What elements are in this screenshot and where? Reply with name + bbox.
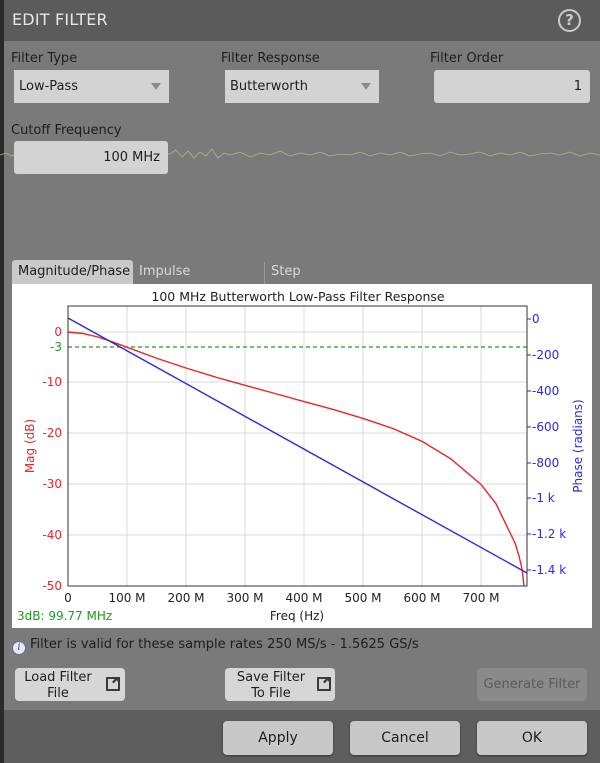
y-axis-left-label: Mag (dB): [23, 419, 37, 473]
info-icon: i: [12, 641, 26, 655]
chart-svg: 100 MHz Butterworth Low-Pass Filter Resp…: [17, 289, 585, 623]
question-circle-icon[interactable]: ?: [558, 9, 581, 32]
svg-text:0: 0: [54, 325, 62, 339]
apply-button[interactable]: Apply: [223, 721, 333, 755]
generate-filter-button[interactable]: Generate Filter: [477, 668, 587, 701]
svg-text:-3: -3: [50, 340, 62, 354]
cancel-button[interactable]: Cancel: [350, 721, 460, 755]
chart-title: 100 MHz Butterworth Low-Pass Filter Resp…: [151, 289, 445, 304]
svg-text:300 M: 300 M: [226, 591, 263, 605]
load-filter-file-button[interactable]: Load Filter File: [15, 668, 125, 701]
chevron-down-icon: [361, 83, 371, 90]
filter-type-dropdown[interactable]: Low-Pass: [14, 70, 169, 103]
filter-response-label: Filter Response: [221, 51, 320, 66]
save-filter-to-file-button[interactable]: Save Filter To File: [225, 668, 335, 701]
svg-text:-1.2 k: -1.2 k: [532, 527, 566, 541]
svg-text:-50: -50: [42, 579, 62, 593]
svg-text:-10: -10: [42, 375, 62, 389]
background-waveform: [0, 148, 600, 159]
cutoff-annotation: 3dB: 99.77 MHz: [17, 609, 112, 623]
tab-magnitude-phase[interactable]: Magnitude/Phase: [12, 260, 133, 284]
svg-text:400 M: 400 M: [285, 591, 322, 605]
magnitude-curve: [67, 331, 525, 587]
svg-text:-400: -400: [532, 384, 559, 398]
left-axis-ticks: 0 -3 -10 -20 -30 -40 -50: [42, 325, 62, 593]
svg-text:-1 k: -1 k: [532, 491, 555, 505]
svg-text:100 M: 100 M: [108, 591, 145, 605]
sample-rate-info-text: Filter is valid for these sample rates 2…: [30, 637, 419, 652]
filter-type-label: Filter Type: [11, 51, 78, 66]
svg-text:-1.4 k: -1.4 k: [532, 563, 566, 577]
cutoff-frequency-input[interactable]: 100 MHz: [14, 141, 168, 174]
plot-frame: [67, 305, 528, 587]
filter-order-input[interactable]: 1: [434, 70, 590, 103]
right-axis-tick-marks: [527, 318, 531, 571]
filter-type-value: Low-Pass: [19, 79, 79, 94]
svg-text:-30: -30: [42, 477, 62, 491]
svg-text:600 M: 600 M: [403, 591, 440, 605]
svg-text:0: 0: [532, 312, 540, 326]
svg-text:-20: -20: [42, 426, 62, 440]
svg-text:700 M: 700 M: [462, 591, 499, 605]
grid: [68, 306, 527, 586]
x-axis-label: Freq (Hz): [270, 609, 324, 623]
svg-text:500 M: 500 M: [344, 591, 381, 605]
filter-order-label: Filter Order: [430, 51, 504, 66]
tab-impulse-response[interactable]: Impulse Response: [139, 264, 201, 303]
svg-text:-40: -40: [42, 528, 62, 542]
svg-text:200 M: 200 M: [167, 591, 204, 605]
phase-line: [67, 317, 528, 574]
save-filter-label-line1: Save Filter: [236, 670, 306, 685]
save-filter-label-line2: To File: [251, 686, 291, 701]
y-axis-right-label: Phase (radians): [571, 399, 585, 492]
tab-step-response[interactable]: Step Response: [271, 264, 333, 303]
external-link-icon: [106, 677, 120, 691]
filter-response-value: Butterworth: [230, 79, 308, 94]
sample-rate-info: i Filter is valid for these sample rates …: [12, 637, 419, 655]
load-filter-label-line2: File: [47, 686, 69, 701]
dialog-title: EDIT FILTER: [12, 10, 108, 29]
chevron-down-icon: [151, 83, 161, 90]
filter-response-chart: 100 MHz Butterworth Low-Pass Filter Resp…: [12, 284, 592, 628]
svg-text:-200: -200: [532, 348, 559, 362]
svg-text:0: 0: [64, 591, 72, 605]
cutoff-frequency-label: Cutoff Frequency: [11, 123, 122, 138]
external-link-icon: [317, 677, 331, 691]
right-axis-ticks: 0 -200 -400 -600 -800 -1 k -1.2 k -1.4 k: [532, 312, 566, 577]
filter-response-dropdown[interactable]: Butterworth: [225, 70, 379, 103]
ok-button[interactable]: OK: [477, 721, 587, 755]
load-filter-label-line1: Load Filter: [24, 670, 92, 685]
tab-divider: [264, 262, 265, 284]
title-bar: EDIT FILTER ?: [4, 0, 600, 41]
svg-text:-600: -600: [532, 420, 559, 434]
x-axis-ticks: 0 100 M 200 M 300 M 400 M 500 M 600 M 70…: [64, 591, 499, 605]
svg-text:-800: -800: [532, 456, 559, 470]
